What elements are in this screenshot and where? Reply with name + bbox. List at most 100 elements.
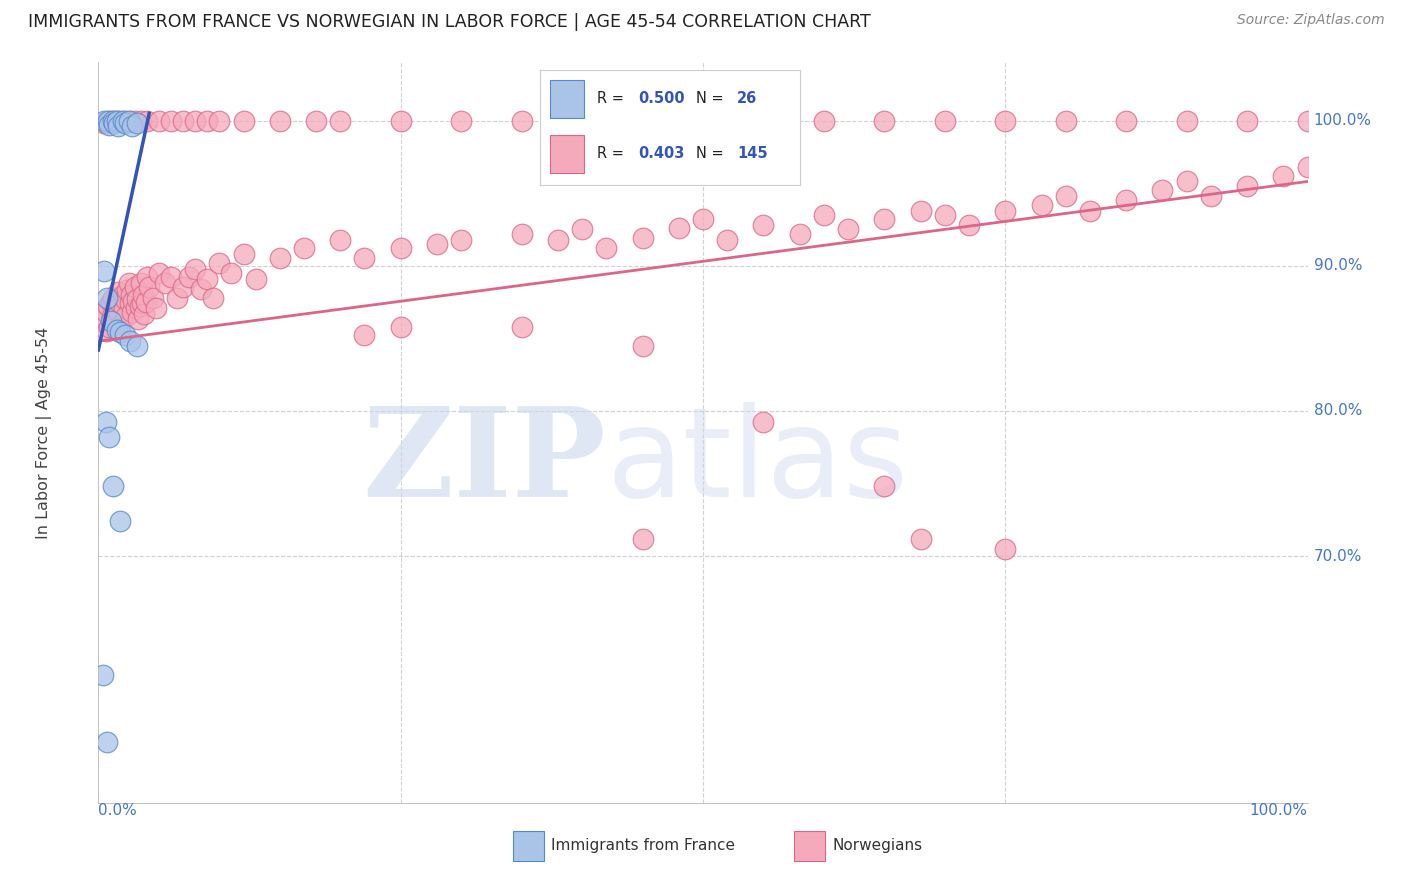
Point — [873, 479, 896, 493]
Point — [118, 113, 141, 128]
Point — [118, 296, 141, 310]
Point — [108, 296, 131, 310]
Point — [101, 113, 124, 128]
Point — [208, 256, 231, 270]
Point — [127, 292, 149, 306]
Point — [837, 222, 859, 236]
Point — [103, 314, 125, 328]
Point — [107, 120, 129, 134]
Point — [122, 293, 145, 308]
Point — [111, 113, 134, 128]
Point — [631, 338, 654, 352]
Point — [105, 293, 128, 308]
Point — [93, 113, 115, 128]
Point — [752, 218, 775, 232]
Point — [142, 291, 165, 305]
Point — [128, 299, 150, 313]
Point — [114, 328, 136, 343]
Point — [145, 301, 167, 315]
Point — [114, 113, 136, 128]
Point — [96, 324, 118, 338]
Point — [131, 296, 153, 310]
Point — [571, 113, 593, 128]
Point — [110, 317, 132, 331]
Point — [93, 314, 115, 328]
Point — [127, 116, 149, 130]
Point — [117, 284, 139, 298]
Point — [1175, 113, 1198, 128]
Point — [100, 295, 122, 310]
Point — [1078, 203, 1101, 218]
Point — [716, 233, 738, 247]
Point — [1152, 183, 1174, 197]
Text: 90.0%: 90.0% — [1313, 258, 1362, 273]
Point — [114, 292, 136, 306]
Point — [160, 113, 183, 128]
Point — [184, 261, 207, 276]
Point — [94, 305, 117, 319]
Point — [101, 113, 124, 128]
Point — [510, 113, 533, 128]
Point — [450, 233, 472, 247]
Point — [668, 221, 690, 235]
Text: IMMIGRANTS FROM FRANCE VS NORWEGIAN IN LABOR FORCE | AGE 45-54 CORRELATION CHART: IMMIGRANTS FROM FRANCE VS NORWEGIAN IN L… — [28, 13, 870, 31]
Point — [994, 541, 1017, 556]
Point — [184, 113, 207, 128]
Point — [389, 113, 412, 128]
Point — [148, 266, 170, 280]
Point — [934, 208, 956, 222]
Point — [1296, 113, 1319, 128]
Point — [101, 479, 124, 493]
Point — [127, 338, 149, 352]
Point — [873, 212, 896, 227]
Point — [957, 218, 980, 232]
Point — [329, 113, 352, 128]
Point — [269, 113, 291, 128]
Point — [813, 113, 835, 128]
Point — [135, 113, 157, 128]
Point — [108, 514, 131, 528]
Point — [245, 271, 267, 285]
Point — [96, 291, 118, 305]
Point — [631, 231, 654, 245]
Point — [129, 276, 152, 290]
Point — [221, 266, 243, 280]
Point — [103, 116, 125, 130]
Point — [100, 310, 122, 324]
Point — [389, 319, 412, 334]
Point — [179, 270, 201, 285]
Point — [121, 305, 143, 319]
Point — [118, 113, 141, 128]
Point — [994, 203, 1017, 218]
Point — [873, 113, 896, 128]
Point — [631, 532, 654, 546]
Point — [148, 113, 170, 128]
Point — [910, 203, 932, 218]
Point — [1054, 113, 1077, 128]
Point — [112, 301, 135, 315]
Point — [813, 208, 835, 222]
Point — [172, 113, 194, 128]
Point — [595, 241, 617, 255]
Point — [1296, 160, 1319, 174]
Point — [631, 113, 654, 128]
Point — [115, 310, 138, 324]
Point — [202, 291, 225, 305]
Point — [94, 416, 117, 430]
Point — [1054, 189, 1077, 203]
Point — [1272, 169, 1295, 183]
Point — [105, 322, 128, 336]
Point — [1031, 197, 1053, 211]
Text: 70.0%: 70.0% — [1313, 549, 1362, 564]
Point — [98, 430, 121, 444]
Point — [510, 319, 533, 334]
Point — [93, 116, 115, 130]
Point — [97, 113, 120, 128]
Point — [124, 280, 146, 294]
Text: 100.0%: 100.0% — [1313, 113, 1372, 128]
Point — [1115, 113, 1137, 128]
Point — [97, 299, 120, 313]
Point — [107, 285, 129, 299]
Point — [232, 113, 254, 128]
Point — [160, 270, 183, 285]
